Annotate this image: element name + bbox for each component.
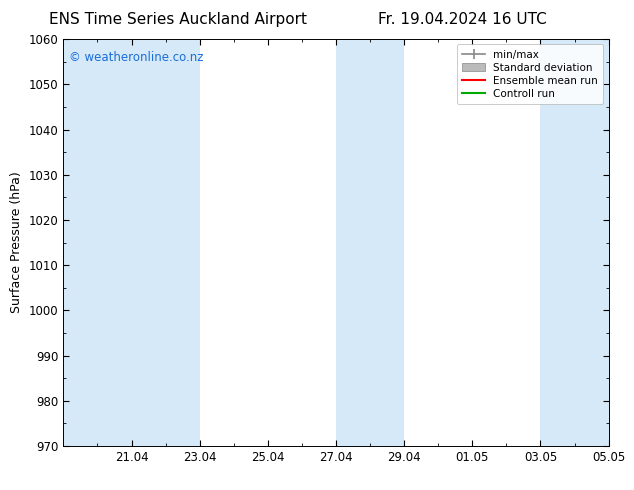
Text: © weatheronline.co.nz: © weatheronline.co.nz [69,51,204,64]
Bar [63,39,132,446]
Bar [132,39,200,446]
Bar [540,39,609,446]
Bar [336,39,404,446]
Text: Fr. 19.04.2024 16 UTC: Fr. 19.04.2024 16 UTC [378,12,547,27]
Y-axis label: Surface Pressure (hPa): Surface Pressure (hPa) [10,172,23,314]
Text: ENS Time Series Auckland Airport: ENS Time Series Auckland Airport [49,12,306,27]
Legend: min/max, Standard deviation, Ensemble mean run, Controll run: min/max, Standard deviation, Ensemble me… [457,45,604,104]
